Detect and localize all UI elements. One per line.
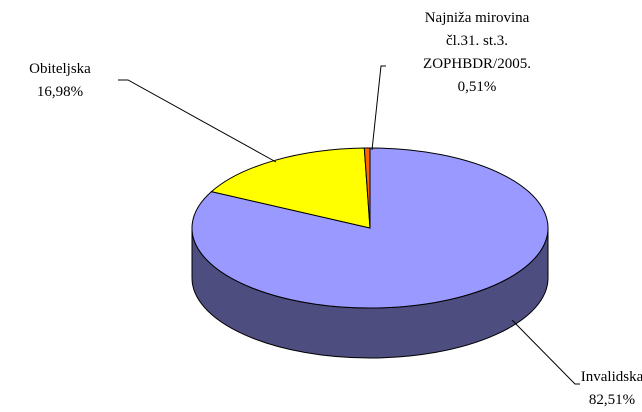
value-label: 16,98% [36, 84, 84, 100]
value-label: 0,51% [457, 79, 497, 95]
slice-label: Obiteljska 16,98% [2, 58, 118, 104]
category-label: Najniža mirovina čl.31. st.3. ZOPHBDR/20… [423, 10, 531, 72]
leader-line [118, 79, 277, 163]
value-label: 82,51% [588, 392, 636, 408]
slice-label: Najniža mirovina čl.31. st.3. ZOPHBDR/20… [415, 7, 539, 99]
category-label: Obiteljska [29, 61, 91, 77]
pie [191, 147, 549, 359]
leader-line [511, 319, 580, 385]
slice-label: Invalidska 82,51% [574, 366, 642, 412]
pie-slice [210, 147, 371, 229]
pie-slice [363, 147, 371, 229]
leader-line [371, 65, 386, 151]
category-label: Invalidska [580, 369, 642, 385]
